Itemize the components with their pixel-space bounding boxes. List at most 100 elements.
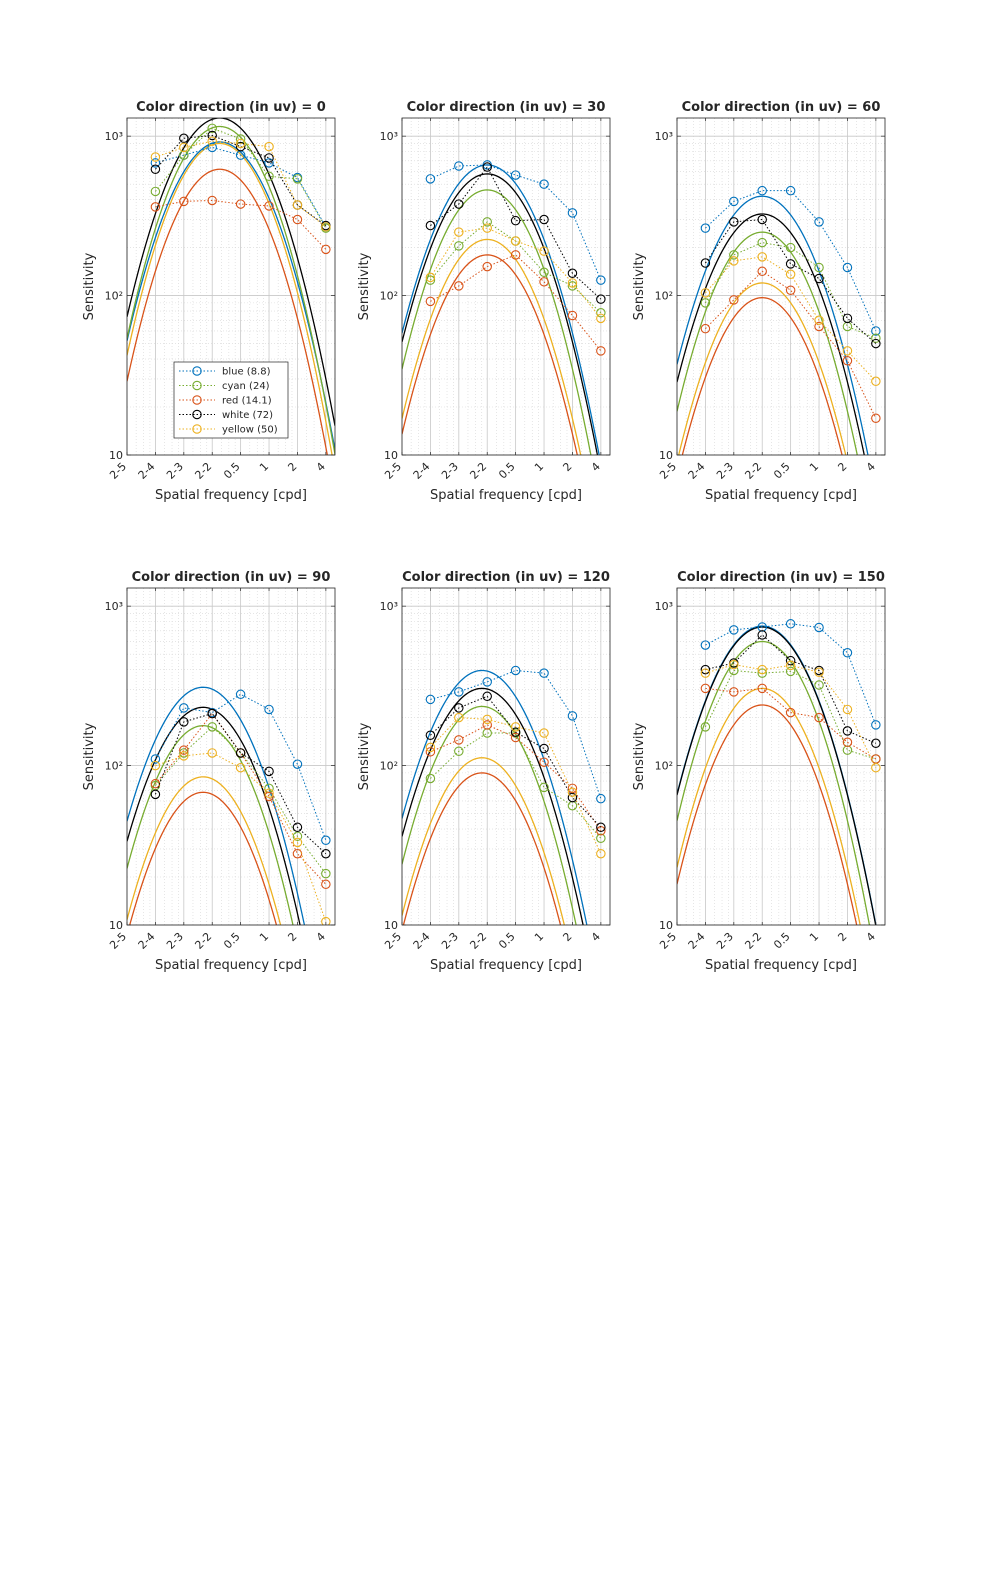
x-tick-label: 2 [835, 460, 849, 474]
x-tick-label: 1 [807, 930, 821, 944]
x-tick-label: 1 [257, 460, 271, 474]
data-point-yellow [871, 376, 881, 387]
data-point-yellow [482, 714, 492, 725]
data-line-white [705, 634, 877, 744]
data-point-yellow [292, 837, 303, 848]
legend-marker-red [192, 395, 202, 405]
x-tick-label: 2-5 [382, 930, 404, 952]
data-point-yellow [235, 762, 246, 773]
data-point-yellow [150, 152, 161, 162]
data-point-white [179, 133, 189, 144]
fit-curve-blue [127, 686, 306, 925]
data-point-red [425, 747, 436, 757]
axes-box [401, 587, 611, 926]
data-point-red [729, 687, 739, 697]
plot-area [127, 118, 335, 455]
x-tick-label: 2 [560, 460, 574, 474]
data-point-blue [729, 625, 739, 635]
data-point-red [179, 196, 189, 207]
data-point-white [264, 766, 274, 777]
data-point-white [596, 822, 606, 833]
data-point-cyan [264, 171, 274, 182]
x-tick-label: 2-5 [657, 460, 679, 482]
fit-curve-white [127, 706, 301, 925]
fit-curve-cyan [127, 125, 335, 455]
data-line-cyan [430, 732, 602, 839]
data-point-yellow [842, 704, 853, 715]
data-point-blue [454, 161, 464, 171]
data-point-red [482, 261, 492, 272]
data-point-cyan [785, 666, 796, 677]
data-point-yellow [596, 313, 606, 324]
y-tick-label: 10³ [105, 600, 123, 613]
data-point-red [510, 250, 521, 260]
data-point-blue [842, 648, 853, 658]
data-point-yellow [454, 227, 464, 237]
data-point-red [700, 683, 711, 694]
data-point-red [785, 707, 796, 718]
x-tick-label: 2-2 [192, 930, 214, 952]
fit-curve-blue [677, 625, 877, 925]
fit-curve-cyan [677, 640, 871, 925]
data-point-red [321, 244, 331, 255]
chart-panel-1: 2-5 2-4 2-3 2-2 0.5 1 2 4 10 10² 10³ Color directio… [82, 100, 336, 503]
panel-title: Color direction (in uv) = 120 [402, 570, 610, 585]
x-tick-label: 2-4 [686, 460, 708, 482]
data-point-red [454, 735, 464, 745]
data-point-blue [425, 174, 436, 184]
axes-box [676, 117, 886, 456]
data-point-cyan [700, 722, 711, 732]
data-line-blue [430, 669, 602, 799]
y-tick-label: 10 [384, 919, 398, 932]
legend-marker-white [192, 409, 202, 420]
x-tick-label: 2-2 [742, 460, 764, 482]
data-point-cyan [454, 241, 464, 251]
y-tick-label: 10² [105, 760, 123, 773]
x-tick-label: 2 [285, 460, 299, 474]
x-tick-label: 2-2 [467, 460, 489, 482]
data-point-cyan [321, 868, 331, 879]
data-point-white [235, 748, 246, 758]
data-point-white [785, 259, 796, 269]
data-point-white [700, 664, 711, 675]
data-point-red [729, 295, 739, 305]
data-point-yellow [785, 269, 796, 280]
data-point-red [207, 195, 217, 206]
data-point-blue [814, 622, 824, 633]
x-tick-label: 2-5 [657, 930, 679, 952]
data-point-cyan [207, 722, 217, 732]
data-point-white [264, 153, 274, 163]
data-point-white [539, 743, 549, 754]
legend-label-red: red (14.1) [222, 396, 272, 407]
x-tick-label: 2-5 [107, 930, 129, 952]
data-point-blue [482, 677, 492, 687]
legend-label-blue: blue (8.8) [222, 367, 271, 378]
fit-curve-white [402, 687, 584, 925]
data-point-white [425, 730, 436, 740]
x-tick-label: 2-4 [136, 460, 158, 482]
panel-title: Color direction (in uv) = 60 [682, 100, 881, 115]
x-tick-label: 2-3 [164, 930, 186, 952]
y-axis-label: Sensitivity [357, 722, 372, 790]
data-line-white [430, 166, 602, 300]
fit-curve-blue [402, 669, 588, 925]
data-point-cyan [292, 831, 303, 842]
data-point-white [510, 215, 521, 226]
data-point-cyan [292, 174, 303, 184]
data-point-yellow [207, 748, 217, 758]
data-point-red [539, 757, 549, 767]
y-tick-label: 10 [659, 449, 673, 462]
x-tick-label: 4 [589, 460, 603, 474]
data-point-yellow [567, 787, 578, 798]
fit-curve-white [127, 118, 335, 426]
data-point-yellow [454, 712, 464, 723]
data-line-cyan [704, 242, 877, 339]
data-point-yellow [264, 788, 274, 799]
data-point-white [814, 273, 824, 284]
x-axis-label: Spatial frequency [cpd] [430, 958, 582, 973]
data-point-cyan [539, 267, 549, 278]
data-point-cyan [842, 745, 853, 755]
axes-box [126, 587, 336, 926]
x-tick-label: 2 [835, 930, 849, 944]
data-point-yellow [150, 760, 161, 771]
